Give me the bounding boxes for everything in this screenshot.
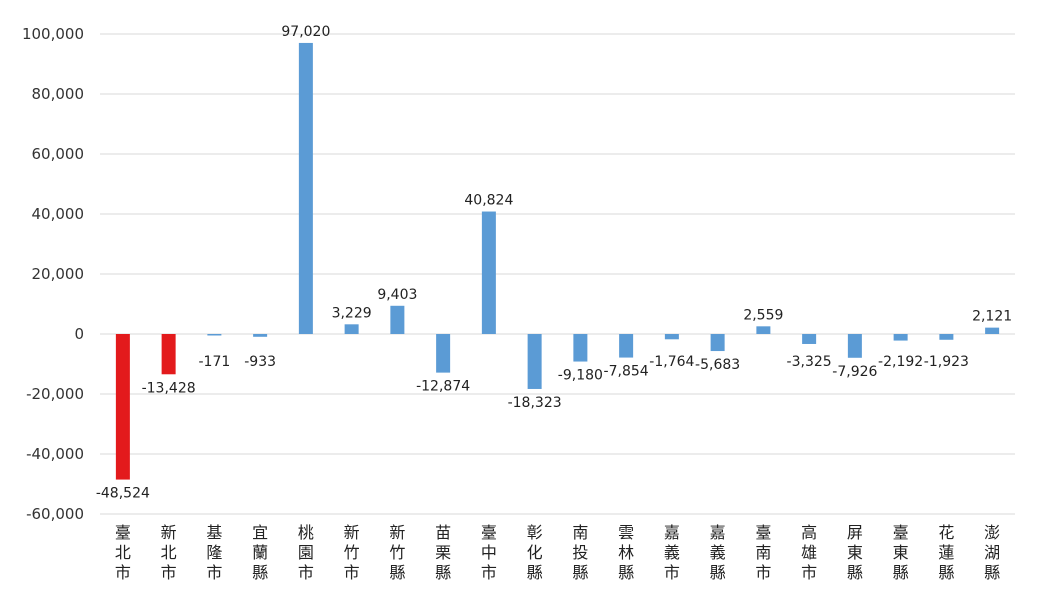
data-label: -13,428 <box>142 380 196 396</box>
data-labels: -48,524 -13,428-171 -933 97,020 3,229 9,403 -1… <box>96 24 1012 502</box>
bars <box>115 42 1000 480</box>
bar <box>939 334 954 340</box>
data-label: -9,180 <box>558 368 603 384</box>
bar <box>985 327 1000 334</box>
y-tick-label: -60,000 <box>26 505 84 523</box>
category-label-text: 嘉義縣 <box>710 523 726 582</box>
data-label: 40,824 <box>464 193 513 209</box>
category-label: 花蓮縣 <box>938 523 954 582</box>
data-label: -7,926 <box>832 364 877 380</box>
data-label: -7,854 <box>604 364 649 380</box>
gridlines <box>100 33 1015 515</box>
bar <box>344 324 359 334</box>
data-label: -12,874 <box>416 379 470 395</box>
category-label: 臺南市 <box>755 523 771 582</box>
category-label: 彰化縣 <box>527 523 543 582</box>
category-label-text: 彰化縣 <box>527 523 543 582</box>
category-label: 宜蘭縣 <box>252 523 268 582</box>
y-tick-label: 0 <box>74 325 84 343</box>
bar <box>115 334 130 480</box>
category-label: 臺北市 <box>115 523 131 582</box>
bar <box>756 326 771 334</box>
bar <box>390 305 405 334</box>
bar <box>710 334 725 352</box>
category-label-text: 高雄市 <box>801 523 817 582</box>
data-label: -171 <box>198 354 230 370</box>
category-label-text: 苗栗縣 <box>435 523 451 582</box>
data-label: 9,403 <box>377 287 417 303</box>
category-label-text: 臺南市 <box>755 523 771 582</box>
data-label: 2,121 <box>972 309 1012 325</box>
bar <box>253 334 268 337</box>
y-tick-label: 80,000 <box>32 85 85 103</box>
y-tick-label: -20,000 <box>26 385 84 403</box>
data-label: -1,764 <box>649 354 694 370</box>
y-tick-label: -40,000 <box>26 445 84 463</box>
y-axis-ticks: 100,000 80,000 60,000 40,000 20,000 0 -20,000 -… <box>22 25 84 523</box>
category-label-text: 新竹縣 <box>389 523 405 582</box>
category-label: 雲林縣 <box>618 523 634 582</box>
category-label: 臺東縣 <box>893 523 909 582</box>
bar <box>619 334 634 358</box>
category-label-text: 新竹市 <box>344 523 360 582</box>
bar <box>527 334 542 389</box>
category-label: 桃園市 <box>298 523 314 582</box>
data-label: -1,923 <box>924 354 969 370</box>
category-label: 新竹縣 <box>389 523 405 582</box>
category-label-text: 臺中市 <box>481 523 497 582</box>
category-label-text: 南投縣 <box>572 523 588 582</box>
data-label: -18,323 <box>508 395 562 411</box>
category-label: 苗栗縣 <box>435 523 451 582</box>
data-label: -48,524 <box>96 486 150 502</box>
bar <box>893 334 908 341</box>
category-label: 澎湖縣 <box>984 523 1000 582</box>
bar <box>847 334 862 358</box>
category-label-text: 臺北市 <box>115 523 131 582</box>
category-label: 高雄市 <box>801 523 817 582</box>
bar <box>481 211 496 334</box>
category-label: 嘉義縣 <box>710 523 726 582</box>
category-label: 基隆市 <box>206 523 222 582</box>
bar <box>161 334 176 375</box>
data-label: 2,559 <box>743 307 783 323</box>
category-label-text: 基隆市 <box>206 523 222 582</box>
y-tick-label: 40,000 <box>32 205 85 223</box>
bar <box>436 334 451 373</box>
data-label: 97,020 <box>281 24 330 40</box>
category-label: 嘉義市 <box>664 523 680 582</box>
data-label: 3,229 <box>332 305 372 321</box>
category-label: 南投縣 <box>572 523 588 582</box>
category-label-text: 宜蘭縣 <box>252 523 268 582</box>
category-label-text: 新北市 <box>161 523 177 582</box>
bar <box>207 334 222 336</box>
data-label: -3,325 <box>787 354 832 370</box>
bar <box>664 334 679 340</box>
category-label: 新北市 <box>161 523 177 582</box>
category-label-text: 臺東縣 <box>893 523 909 582</box>
category-label-text: 桃園市 <box>298 523 314 582</box>
data-label: -933 <box>244 354 276 370</box>
category-label-text: 嘉義市 <box>664 523 680 582</box>
bar <box>298 42 313 334</box>
bar <box>802 334 817 344</box>
y-tick-label: 100,000 <box>22 25 84 43</box>
bar <box>573 334 588 362</box>
category-label: 新竹市 <box>344 523 360 582</box>
category-labels: 臺北市 新北市 基隆市 宜蘭縣 桃園市 新竹市 新竹縣 苗栗縣 臺中市 彰化縣 南投縣 雲林縣 嘉義市 嘉… <box>115 523 1000 582</box>
category-label: 臺中市 <box>481 523 497 582</box>
category-label-text: 屏東縣 <box>847 523 863 582</box>
y-tick-label: 20,000 <box>32 265 85 283</box>
category-label-text: 雲林縣 <box>618 523 634 582</box>
category-label: 屏東縣 <box>847 523 863 582</box>
category-label-text: 澎湖縣 <box>984 523 1000 582</box>
category-label-text: 花蓮縣 <box>938 523 954 582</box>
data-label: -5,683 <box>695 357 740 373</box>
y-tick-label: 60,000 <box>32 145 85 163</box>
data-label: -2,192 <box>878 354 923 370</box>
